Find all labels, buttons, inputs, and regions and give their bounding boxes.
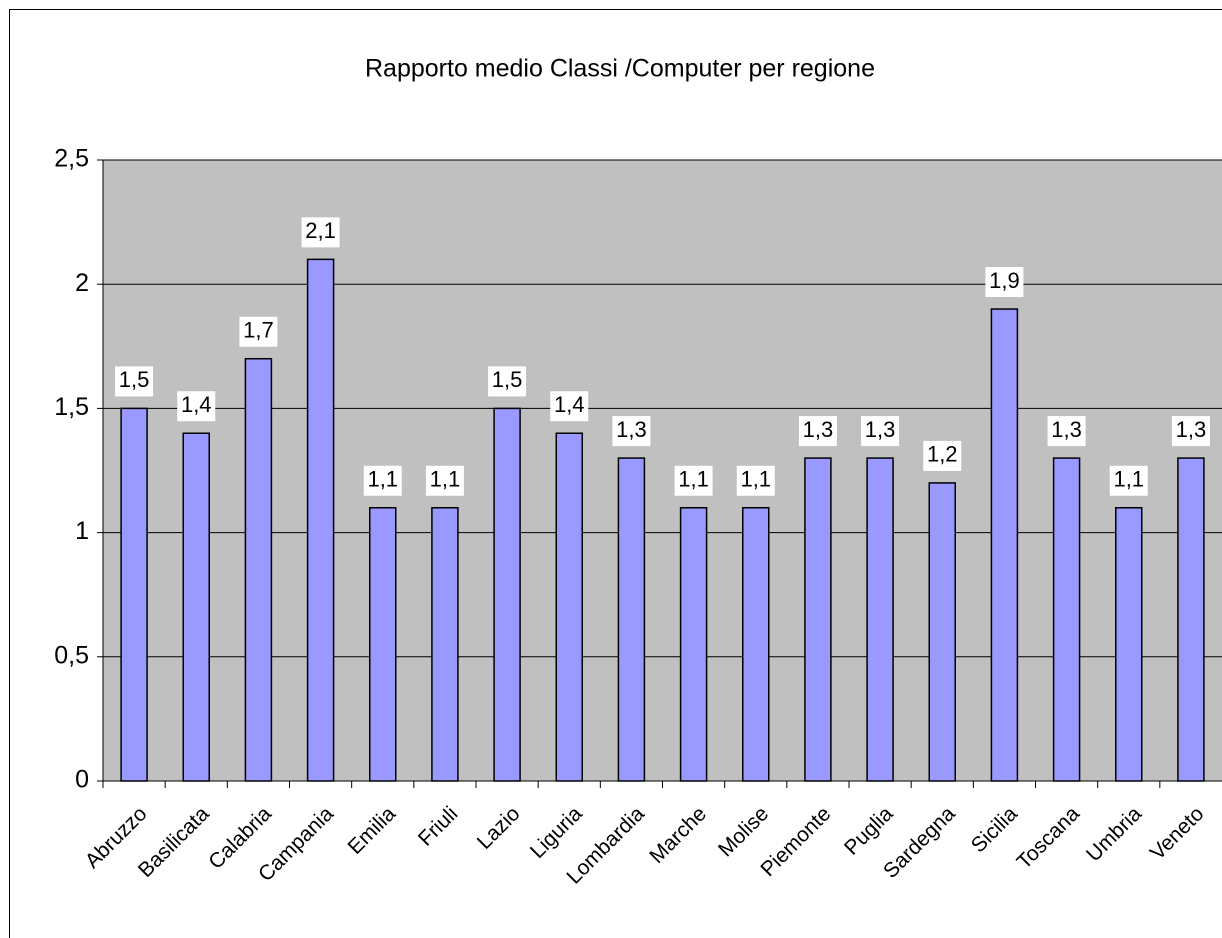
data-label-box [861,416,900,447]
chart-title: Rapporto medio Classi /Computer per regi… [365,55,875,83]
data-label: 1,5 [119,367,150,392]
bar [1052,457,1081,782]
bar [617,457,646,782]
data-label: 1,1 [678,467,709,492]
data-label-box [301,217,340,248]
bar [866,457,894,782]
data-label-box [488,366,527,397]
data-label-box [363,465,402,496]
data-label-box [798,416,837,447]
bar [120,407,148,782]
bar [369,507,397,782]
bar [182,432,210,782]
data-label-box [115,366,154,397]
data-label: 1,1 [430,467,461,492]
data-label: 1,5 [492,367,523,392]
data-label: 2,1 [305,218,336,243]
data-label-box [177,391,216,422]
data-label-box [736,465,775,496]
bar [244,357,273,782]
plot-area [103,160,1222,781]
bar [306,258,335,782]
bar [555,432,583,782]
data-label-box [1171,416,1210,447]
y-tick-label: 2 [75,269,89,297]
data-label-box [1109,465,1148,496]
bar [431,507,459,782]
bar [493,407,521,782]
data-label: 1,3 [865,417,896,442]
y-tick-label: 0,5 [54,641,89,669]
bar [1115,507,1143,782]
data-label: 1,3 [1051,417,1082,442]
data-label-box [550,391,589,422]
data-label-box [923,440,962,471]
data-label-box [985,267,1024,298]
data-label: 1,4 [554,392,585,417]
data-label: 1,1 [1113,467,1144,492]
data-label-box [674,465,713,496]
y-tick-label: 1 [75,517,89,545]
bar [990,308,1019,782]
data-label: 1,1 [740,467,771,492]
bar [928,482,956,782]
data-label: 1,7 [243,318,274,343]
data-label: 1,3 [616,417,647,442]
data-label-box [612,416,651,447]
data-label: 1,2 [927,442,958,467]
data-label: 1,3 [1176,417,1207,442]
data-label-box [425,465,464,496]
y-tick-label: 0 [75,766,89,794]
bar [1177,457,1205,782]
data-label-box [1047,416,1086,447]
bar [742,507,770,782]
data-label: 1,9 [989,268,1020,293]
bar [679,507,708,782]
y-tick-label: 2,5 [54,145,89,173]
data-label: 1,3 [803,417,834,442]
data-label: 1,4 [181,392,212,417]
data-label: 1,1 [367,467,398,492]
y-tick-label: 1,5 [54,393,89,421]
bar [804,457,832,782]
data-label-box [239,316,278,347]
